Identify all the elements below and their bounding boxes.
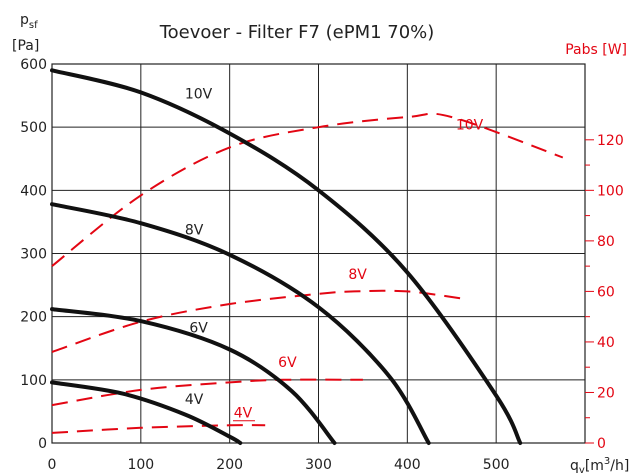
y-left-tick-label: 0 [38,436,47,452]
pressure-curve-label-8V: 8V [185,223,204,239]
y-right-tick-label: 20 [597,385,615,401]
x-tick-label: 300 [305,457,332,473]
pressure-curve-label-6V: 6V [189,320,208,336]
x-tick-label: 400 [394,457,421,473]
y-left-axis-label: psf [20,12,38,31]
series-layer [50,68,564,445]
grid [51,63,594,444]
y-left-tick-label: 100 [20,373,47,389]
y-right-tick-label: 80 [597,234,615,250]
labels-layer: 0 100 200 300 400 500 0 100 200 300 400 500 600 0 20 40… [12,12,629,475]
pressure-curve-10V [50,68,523,445]
power-curve-10V [51,112,564,267]
x-axis-label: qv[m3/h] [570,456,629,475]
power-curve-label-10V: 10V [456,118,484,134]
x-tick-label: 0 [48,457,57,473]
pressure-curve-label-4V: 4V [185,392,204,408]
y-right-tick-label: 0 [597,436,606,452]
pressure-curve-6V [50,307,337,445]
pressure-curve-8V [50,202,431,445]
power-curve-8V [51,289,466,353]
power-curve-label-6V: 6V [278,355,297,371]
power-curve-4V [51,424,266,434]
plot-frame [51,63,586,444]
y-right-tick-label: 40 [597,335,615,351]
x-tick-label: 500 [483,457,510,473]
x-tick-label: 100 [127,457,154,473]
y-left-tick-label: 200 [20,310,47,326]
y-right-tick-label: 60 [597,284,615,300]
y-right-tick-label: 120 [597,133,624,149]
power-curve-label-4V: 4V [234,406,253,422]
power-curve-6V [51,378,363,407]
pressure-curve-label-10V: 10V [185,87,213,103]
pressure-curve-4V [50,380,243,445]
y-left-axis-unit: [Pa] [12,38,39,54]
y-left-tick-label: 500 [20,120,47,136]
y-right-tick-label: 100 [597,183,624,199]
y-left-tick-label: 400 [20,183,47,199]
chart-title: Toevoer - Filter F7 (ePM1 70%) [159,22,435,43]
y-right-axis-label: Pabs [W] [565,42,627,58]
y-left-tick-label: 300 [20,247,47,263]
x-tick-label: 200 [216,457,243,473]
y-left-tick-label: 600 [20,57,47,73]
power-curve-label-8V: 8V [348,267,367,283]
